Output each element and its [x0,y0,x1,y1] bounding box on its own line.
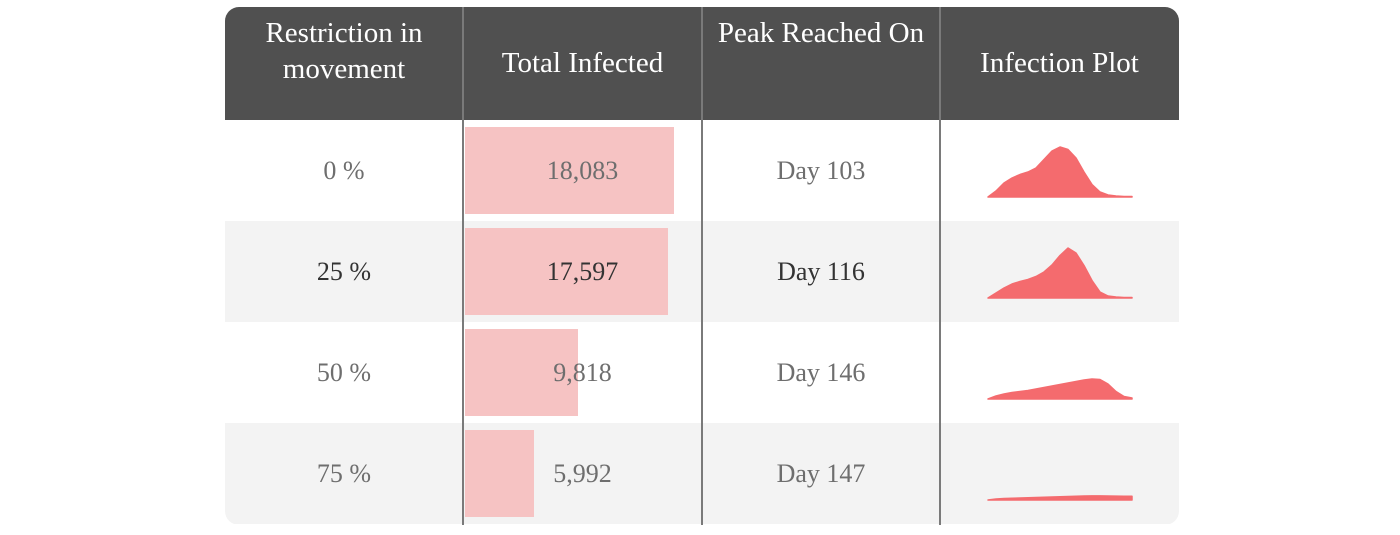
column-divider [701,7,703,525]
infection-curve-area [986,377,1133,400]
total-infected-cell: 9,818 [463,322,702,423]
column-divider [939,7,941,525]
peak-cell: Day 146 [776,357,866,387]
total-infected-bar [465,430,534,517]
infection-curve-area [986,145,1133,198]
infection-table: Restriction in movement Total Infected P… [225,7,1179,525]
restriction-cell: 0 % [323,155,365,185]
header-restriction: Restriction in movement [265,17,423,86]
total-infected-value: 18,083 [546,155,619,185]
restriction-cell: 25 % [316,256,372,286]
header-infection-plot: Infection Plot [980,47,1139,80]
column-divider [462,7,464,525]
peak-cell: Day 116 [777,256,865,286]
table-row: 0 % 18,083 Day 103 [225,120,1179,221]
infection-sparkline [986,494,1133,501]
header-peak-reached: Peak Reached On [717,17,925,49]
infection-plot-cell [940,120,1179,221]
infection-curve-area [986,246,1133,299]
total-infected-value: 17,597 [546,256,619,286]
peak-cell: Day 147 [776,458,866,488]
infection-sparkline [986,377,1133,400]
infection-sparkline [986,145,1133,198]
infection-plot-cell [940,221,1179,322]
total-infected-cell: 17,597 [463,221,702,322]
header-total-infected: Total Infected [501,47,664,80]
infection-curve-area [986,494,1133,501]
infection-sparkline [986,246,1133,299]
total-infected-cell: 5,992 [463,423,702,524]
peak-cell: Day 103 [776,155,866,185]
restriction-cell: 75 % [316,458,372,488]
total-infected-value: 9,818 [553,357,612,387]
total-infected-bar [465,127,674,214]
table-row: 50 % 9,818 Day 146 [225,322,1179,423]
total-infected-value: 5,992 [553,458,612,488]
infection-plot-cell [940,322,1179,423]
total-infected-bar [465,329,578,416]
restriction-cell: 50 % [316,357,372,387]
infection-plot-cell [940,423,1179,524]
total-infected-bar [465,228,668,315]
total-infected-cell: 18,083 [463,120,702,221]
